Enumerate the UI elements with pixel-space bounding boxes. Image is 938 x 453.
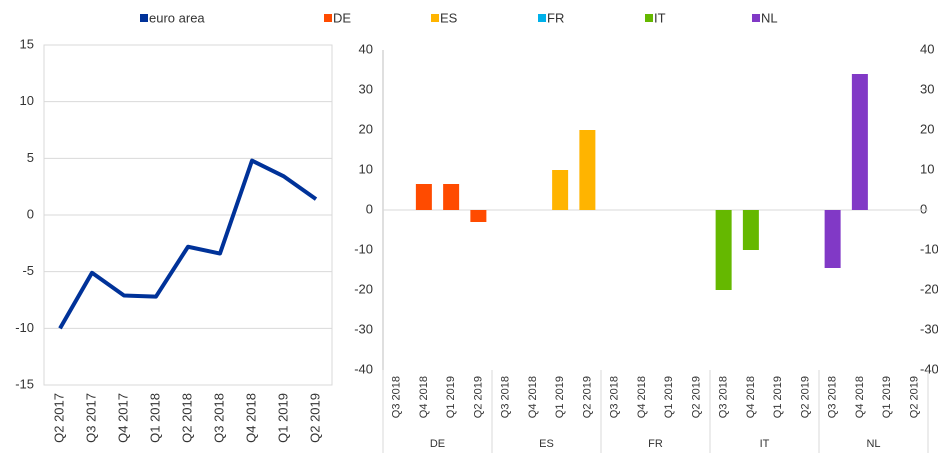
x-tick-label: Q2 2019 [908, 376, 920, 418]
x-tick-label: Q4 2018 [527, 376, 539, 418]
y-tick-label: -10 [15, 320, 34, 335]
x-tick-label: Q4 2017 [115, 393, 130, 443]
legend-swatch [431, 14, 439, 22]
bar [715, 210, 732, 290]
x-tick-label: Q3 2018 [211, 393, 226, 443]
x-tick-label: Q1 2019 [445, 376, 457, 418]
y-tick-label: 10 [20, 93, 34, 108]
legend-swatch [645, 14, 653, 22]
legend-swatch [752, 14, 760, 22]
y-tick-label: 0 [366, 201, 373, 216]
x-tick-label: Q2 2019 [690, 376, 702, 418]
line [58, 158, 318, 330]
y-tick-label: -30 [354, 321, 373, 336]
y-tick-label: 40 [359, 41, 373, 56]
x-tick-label: Q2 2019 [472, 376, 484, 418]
bar [579, 130, 596, 210]
y-tick-label: 0 [27, 206, 34, 221]
bar [851, 74, 868, 210]
x-tick-label: Q3 2017 [83, 393, 98, 443]
bar [552, 170, 569, 210]
group-label: NL [866, 438, 880, 450]
x-tick-label: Q3 2018 [827, 376, 839, 418]
bar [824, 210, 841, 268]
x-tick-label: Q2 2017 [51, 393, 66, 443]
bar [470, 210, 487, 222]
group-label: ES [539, 438, 554, 450]
x-tick-label: Q2 2019 [581, 376, 593, 418]
bar [742, 210, 759, 250]
x-tick-label: Q3 2018 [718, 376, 730, 418]
plot-frame [43, 44, 333, 386]
y2-tick-label: -20 [920, 281, 938, 296]
y-tick-label: 30 [359, 81, 373, 96]
legend-label: NL [761, 10, 778, 25]
x-tick-label: Q1 2019 [772, 376, 784, 418]
y2-tick-label: 10 [920, 161, 934, 176]
y-tick-label: -20 [354, 281, 373, 296]
x-tick-label: Q1 2019 [881, 376, 893, 418]
legend-label: IT [654, 10, 666, 25]
y2-tick-label: -10 [920, 241, 938, 256]
x-tick-label: Q3 2018 [500, 376, 512, 418]
y-tick-label: -40 [354, 361, 373, 376]
y2-tick-label: -40 [920, 361, 938, 376]
bar [415, 184, 432, 210]
group-label: DE [430, 438, 445, 450]
legend-label: ES [440, 10, 458, 25]
bar [443, 184, 460, 210]
x-tick-label: Q3 2018 [609, 376, 621, 418]
legend-label: DE [333, 10, 351, 25]
legend-label: euro area [149, 10, 205, 25]
y2-tick-label: -30 [920, 321, 938, 336]
y2-tick-label: 20 [920, 121, 934, 136]
y-tick-label: -10 [354, 241, 373, 256]
y-tick-label: -5 [22, 263, 34, 278]
x-tick-label: Q4 2018 [243, 393, 258, 443]
x-tick-label: Q2 2019 [799, 376, 811, 418]
legend-swatch [140, 14, 148, 22]
legend-swatch [538, 14, 546, 22]
x-tick-label: Q3 2018 [391, 376, 403, 418]
legend-swatch [324, 14, 332, 22]
y-tick-label: 5 [27, 150, 34, 165]
legend-label: FR [547, 10, 564, 25]
y-tick-label: 15 [20, 36, 34, 51]
x-tick-label: Q4 2018 [636, 376, 648, 418]
y2-tick-label: 0 [920, 201, 927, 216]
x-tick-label: Q2 2018 [179, 393, 194, 443]
y-tick-label: 10 [359, 161, 373, 176]
group-label: IT [760, 438, 770, 450]
y2-tick-label: 30 [920, 81, 934, 96]
y-tick-label: -15 [15, 376, 34, 391]
x-tick-label: Q4 2018 [418, 376, 430, 418]
x-tick-label: Q4 2018 [854, 376, 866, 418]
y-tick-label: 20 [359, 121, 373, 136]
x-tick-label: Q1 2019 [663, 376, 675, 418]
x-tick-label: Q2 2019 [307, 393, 322, 443]
x-tick-label: Q4 2018 [745, 376, 757, 418]
group-label: FR [648, 438, 663, 450]
y2-tick-label: 40 [920, 41, 934, 56]
x-tick-label: Q1 2019 [554, 376, 566, 418]
x-tick-label: Q1 2019 [275, 393, 290, 443]
x-tick-label: Q1 2018 [147, 393, 162, 443]
